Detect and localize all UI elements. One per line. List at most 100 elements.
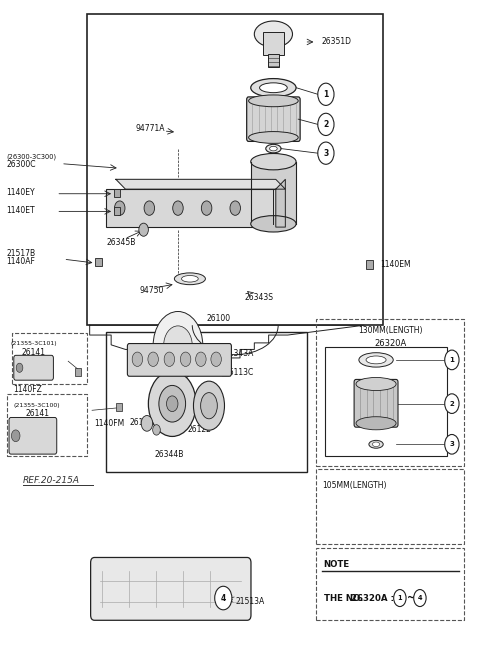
Ellipse shape: [174, 273, 205, 284]
Circle shape: [164, 352, 175, 367]
Ellipse shape: [372, 442, 380, 447]
Bar: [268, 54, 279, 67]
Text: 26320A: 26320A: [374, 339, 407, 348]
Ellipse shape: [254, 21, 292, 47]
Circle shape: [159, 386, 186, 422]
Text: 2: 2: [323, 120, 328, 129]
Circle shape: [230, 201, 240, 215]
Circle shape: [16, 363, 23, 373]
Ellipse shape: [181, 275, 198, 282]
Circle shape: [445, 434, 459, 454]
Text: 1140FM: 1140FM: [95, 419, 125, 428]
Text: 26344B: 26344B: [154, 449, 183, 459]
Text: 26100: 26100: [206, 313, 231, 323]
FancyBboxPatch shape: [91, 558, 251, 620]
Ellipse shape: [201, 393, 217, 419]
Bar: [7, 394, 87, 456]
Circle shape: [318, 83, 334, 105]
Text: 3: 3: [323, 148, 328, 158]
Circle shape: [318, 113, 334, 135]
Ellipse shape: [366, 356, 386, 364]
Text: 1140AF: 1140AF: [6, 258, 35, 266]
Text: 14130: 14130: [182, 397, 206, 406]
Bar: [316, 469, 464, 545]
Text: 26300C: 26300C: [6, 160, 36, 170]
Circle shape: [215, 586, 232, 610]
Text: 94771A: 94771A: [135, 124, 165, 133]
Circle shape: [211, 352, 221, 367]
Text: 1: 1: [323, 90, 328, 99]
Bar: [316, 319, 464, 466]
Bar: [107, 332, 307, 472]
Ellipse shape: [249, 95, 298, 106]
Text: 1140EY: 1140EY: [6, 188, 35, 197]
Circle shape: [445, 350, 459, 370]
Text: 2: 2: [449, 401, 454, 407]
Bar: [107, 189, 276, 227]
Text: 21517B: 21517B: [6, 250, 36, 258]
Circle shape: [132, 352, 143, 367]
Text: 130MM(LENGTH): 130MM(LENGTH): [358, 326, 422, 335]
Circle shape: [144, 201, 155, 215]
Text: 1140FZ: 1140FZ: [13, 385, 42, 394]
Text: 26320A :: 26320A :: [351, 593, 396, 602]
Text: 3: 3: [449, 442, 455, 447]
Text: 26113C: 26113C: [225, 369, 254, 378]
Text: 4: 4: [221, 593, 226, 602]
Bar: [251, 162, 296, 224]
Circle shape: [164, 326, 192, 365]
Ellipse shape: [251, 79, 296, 97]
Text: 26141: 26141: [25, 409, 49, 418]
Bar: [116, 403, 121, 411]
Circle shape: [12, 430, 20, 442]
Polygon shape: [116, 179, 285, 189]
Text: 1140ET: 1140ET: [6, 206, 35, 215]
Bar: [325, 347, 446, 456]
Bar: [114, 189, 120, 197]
Text: 94750: 94750: [140, 286, 164, 295]
Bar: [96, 258, 102, 266]
Ellipse shape: [270, 147, 277, 151]
Text: 26122: 26122: [188, 425, 211, 434]
Ellipse shape: [249, 131, 298, 143]
Text: 1140EM: 1140EM: [380, 260, 410, 269]
FancyBboxPatch shape: [9, 417, 57, 454]
Circle shape: [148, 371, 196, 436]
Text: 26123: 26123: [129, 419, 153, 427]
Ellipse shape: [251, 154, 296, 170]
Text: 4: 4: [418, 595, 422, 601]
Bar: [114, 207, 120, 215]
FancyBboxPatch shape: [127, 344, 231, 376]
Text: NOTE: NOTE: [324, 560, 349, 568]
Text: THE NO.: THE NO.: [324, 593, 363, 602]
FancyBboxPatch shape: [247, 97, 300, 141]
Circle shape: [196, 352, 206, 367]
Circle shape: [148, 352, 158, 367]
Circle shape: [180, 352, 191, 367]
Circle shape: [141, 415, 153, 431]
Ellipse shape: [369, 440, 383, 448]
Text: ~: ~: [407, 593, 415, 603]
Circle shape: [153, 311, 203, 380]
Circle shape: [394, 589, 406, 606]
Ellipse shape: [251, 215, 296, 232]
Circle shape: [445, 394, 459, 413]
Bar: [12, 333, 87, 384]
Text: 21513A: 21513A: [235, 597, 264, 606]
Text: 105MM(LENGTH): 105MM(LENGTH): [322, 481, 386, 490]
FancyBboxPatch shape: [354, 380, 398, 427]
Ellipse shape: [356, 417, 396, 430]
Text: 26351D: 26351D: [321, 37, 351, 47]
Text: 26343S: 26343S: [245, 292, 274, 302]
Text: (21355-3C101): (21355-3C101): [11, 341, 57, 346]
Ellipse shape: [359, 353, 393, 367]
Circle shape: [318, 142, 334, 164]
Text: REF.20-215A: REF.20-215A: [23, 476, 80, 485]
Text: 21343A: 21343A: [225, 349, 254, 358]
Text: (21355-3C100): (21355-3C100): [14, 403, 60, 407]
Circle shape: [139, 223, 148, 237]
Bar: [263, 32, 284, 55]
FancyBboxPatch shape: [14, 355, 53, 380]
Ellipse shape: [266, 145, 281, 153]
Bar: [316, 548, 464, 620]
